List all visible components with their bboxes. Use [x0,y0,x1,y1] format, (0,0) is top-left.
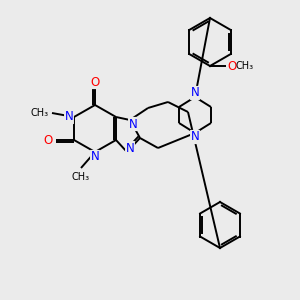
Text: N: N [91,151,99,164]
Text: CH₃: CH₃ [236,61,254,71]
Text: N: N [190,130,200,143]
Text: N: N [64,110,74,124]
Text: CH₃: CH₃ [31,108,49,118]
Text: CH₃: CH₃ [72,172,90,182]
Text: O: O [227,59,236,73]
Text: N: N [190,86,200,100]
Text: O: O [90,76,100,88]
Text: N: N [129,118,137,130]
Text: O: O [44,134,52,146]
Text: N: N [126,142,134,154]
